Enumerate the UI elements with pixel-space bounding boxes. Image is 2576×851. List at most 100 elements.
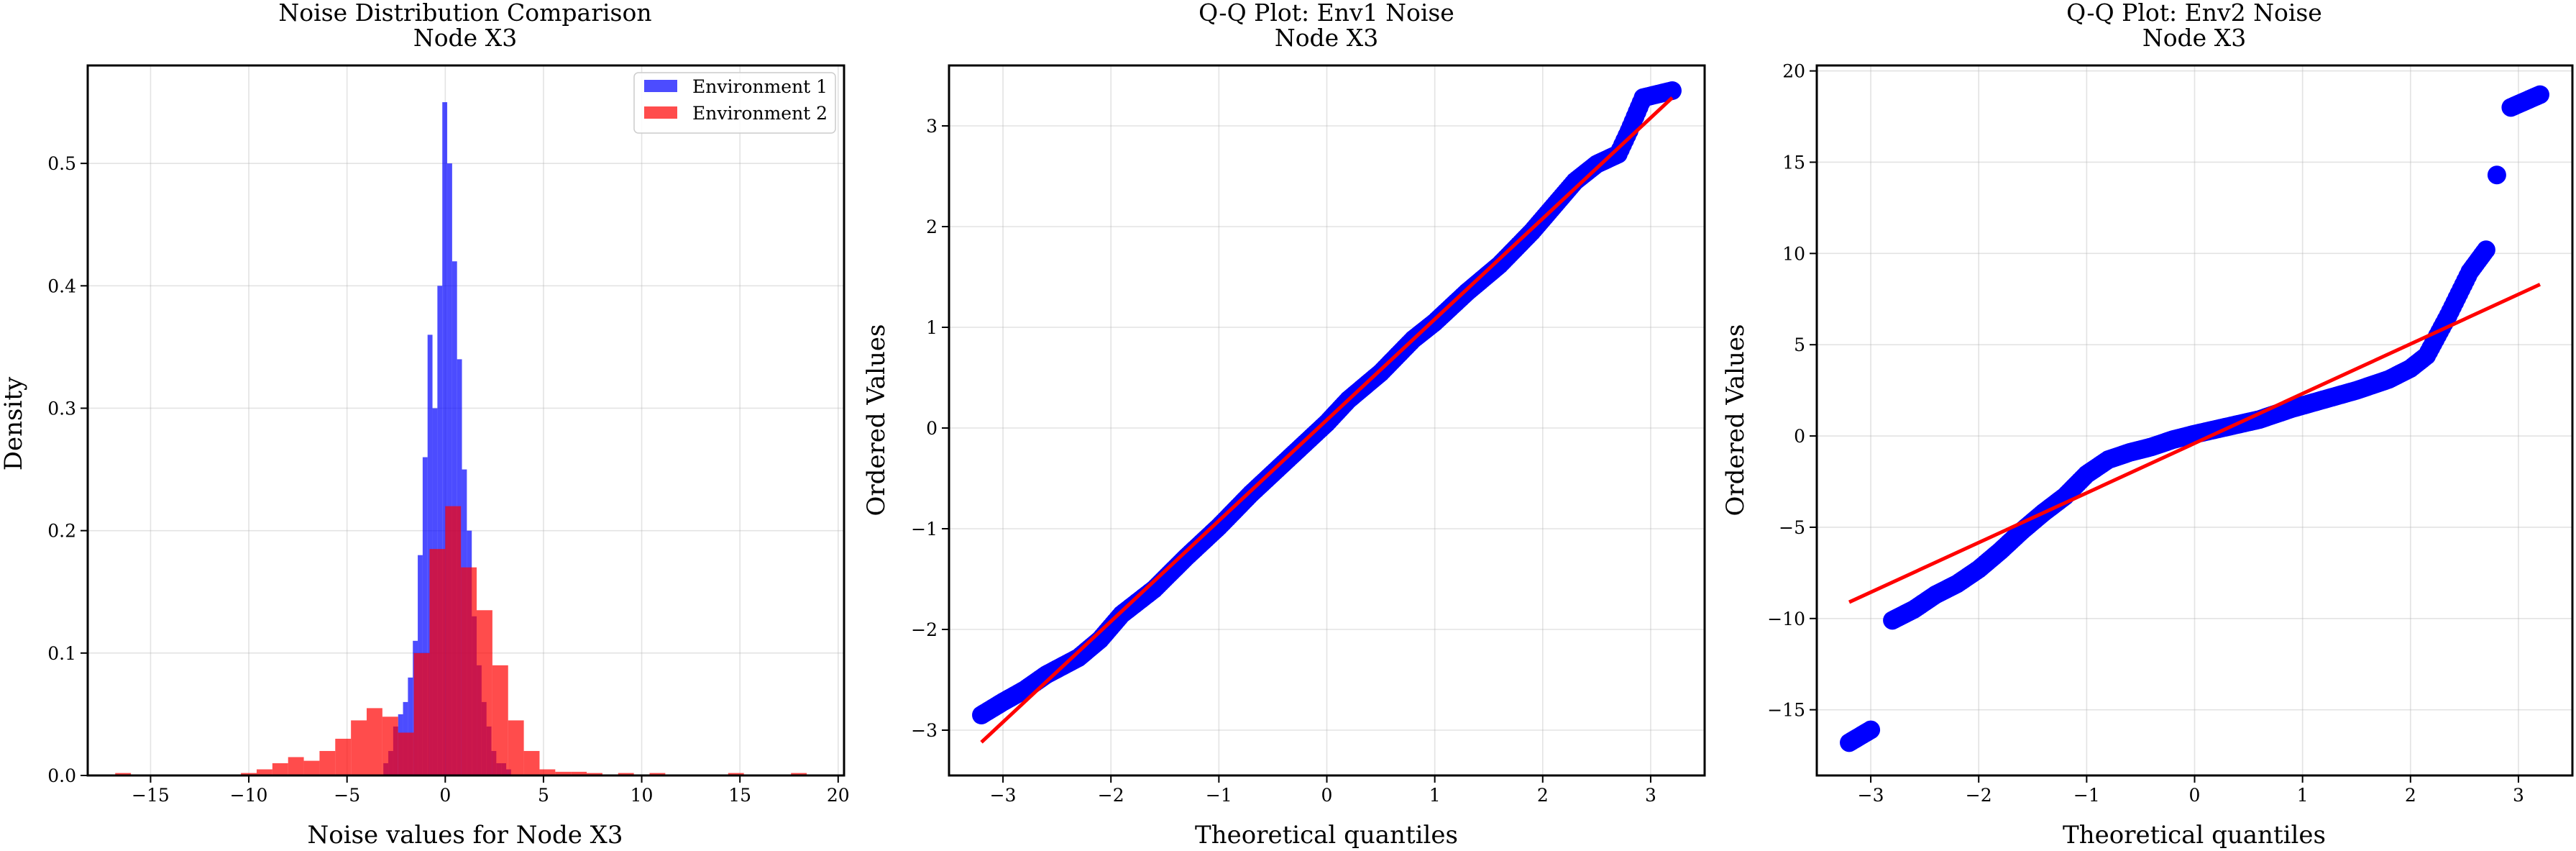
y-tick-label: 0.1	[47, 643, 76, 664]
series-environment-2	[115, 506, 807, 775]
x-tick-label: 5	[538, 785, 549, 806]
histogram-bar	[539, 769, 556, 775]
chart-subtitle: Node X3	[413, 24, 517, 52]
histogram-bar	[319, 750, 336, 775]
x-tick-label: −1	[1206, 785, 1232, 806]
y-tick-label: 3	[926, 116, 938, 137]
y-tick-label: 20	[1782, 61, 1805, 82]
x-tick-label: 0	[2189, 785, 2201, 806]
x-tick-label: 1	[1429, 785, 1441, 806]
y-tick-label: 2	[926, 217, 938, 237]
y-axis-label: Density	[0, 376, 28, 470]
histogram-bar	[442, 102, 448, 775]
x-tick-label: −15	[132, 785, 170, 806]
y-tick-label: 0.4	[47, 276, 76, 296]
x-tick-label: 2	[2405, 785, 2416, 806]
histogram-bar	[461, 567, 477, 775]
y-tick-label: −5	[1779, 517, 1805, 538]
x-tick-label: −3	[1858, 785, 1884, 806]
y-tick-label: 10	[1782, 243, 1805, 264]
histogram-bar	[437, 286, 443, 776]
legend-swatch-environment-1	[644, 80, 677, 92]
qq-points	[1840, 85, 2549, 752]
x-tick-label: −10	[230, 785, 268, 806]
chart-subtitle: Node X3	[2142, 24, 2246, 52]
histogram-bar	[115, 773, 132, 775]
y-tick-label: −15	[1767, 700, 1805, 721]
x-tick-label: 3	[1645, 785, 1656, 806]
histogram-bar	[335, 738, 352, 775]
x-tick-label: −1	[2073, 785, 2100, 806]
x-tick-label: 2	[1537, 785, 1549, 806]
histogram-bar	[508, 720, 524, 775]
x-tick-label: 1	[2297, 785, 2309, 806]
y-tick-label: 0.5	[47, 153, 76, 174]
histogram-bar	[367, 708, 382, 775]
histogram-bar	[492, 665, 508, 775]
histogram-bar	[256, 769, 272, 775]
legend-label-environment-1: Environment 1	[692, 76, 828, 97]
y-tick-label: 0.0	[47, 765, 76, 786]
plot-area: −3 −2 −1 0 1 2 3 −3 −2 −1 0 1 2 3	[911, 64, 1706, 806]
x-tick-label: 15	[728, 785, 751, 806]
plot-area: −15 −10 −5 0 5 10 15 20 0.0 0.1 0.2 0.3 0.4 0.5	[47, 64, 850, 806]
histogram-bar	[477, 610, 492, 775]
histogram-bar	[791, 773, 807, 775]
y-tick-label: 0	[1794, 426, 1805, 447]
histogram-bar	[351, 720, 367, 775]
histogram-bar	[398, 732, 414, 775]
y-tick-label: 15	[1782, 152, 1805, 173]
qq-point	[2476, 240, 2495, 260]
y-tick-label: 0.2	[47, 521, 76, 542]
chart-title: Q-Q Plot: Env2 Noise	[2066, 0, 2322, 27]
y-axis-label: Ordered Values	[1721, 324, 1750, 516]
histogram-bar	[429, 549, 446, 775]
histogram-bar	[303, 760, 320, 775]
histogram-bar	[288, 757, 304, 775]
chart-subtitle: Node X3	[1275, 24, 1378, 52]
y-axis-label: Ordered Values	[862, 324, 891, 516]
histogram-bar	[571, 771, 587, 775]
y-tick-label: 5	[1794, 335, 1805, 355]
histogram-bar	[422, 457, 428, 775]
histogram-bar	[728, 773, 744, 775]
x-axis-label: Theoretical quantiles	[2063, 821, 2326, 850]
qq-point	[2530, 85, 2549, 104]
x-tick-label: 3	[2513, 785, 2524, 806]
legend-label-environment-2: Environment 2	[692, 103, 828, 124]
fit-line	[980, 96, 1674, 744]
histogram-bar	[587, 773, 602, 775]
x-tick-label: −2	[1098, 785, 1124, 806]
histogram-bar	[447, 163, 452, 775]
fit-line	[1848, 283, 2541, 604]
x-axis-label: Noise values for Node X3	[308, 821, 623, 850]
y-tick-label: −1	[911, 519, 938, 540]
histogram-bar	[445, 506, 462, 775]
panel-qq-env1: −3 −2 −1 0 1 2 3 −3 −2 −1 0 1 2 3 Q-Q Plot: Env1 Nois…	[862, 0, 1706, 850]
panel-noise-distribution: −15 −10 −5 0 5 10 15 20 0.0 0.1 0.2 0.3 0.4 0.5 Noise…	[0, 0, 850, 850]
chart-title: Q-Q Plot: Env1 Noise	[1198, 0, 1454, 27]
qq-point	[1662, 81, 1682, 100]
y-tick-label: 0.3	[47, 398, 76, 419]
qq-point	[2487, 165, 2506, 185]
histogram-bar	[272, 763, 288, 775]
histogram-bar	[649, 773, 666, 775]
histogram-bar	[382, 716, 398, 775]
qq-point	[1861, 720, 1881, 739]
x-tick-label: 10	[631, 785, 654, 806]
histogram-bar	[555, 771, 572, 775]
y-tick-label: −10	[1767, 609, 1805, 629]
x-tick-label: 20	[827, 785, 850, 806]
legend-box	[633, 72, 836, 134]
x-tick-label: −3	[990, 785, 1017, 806]
x-tick-label: 0	[1321, 785, 1333, 806]
x-axis-label: Theoretical quantiles	[1195, 821, 1458, 850]
histogram-bar	[408, 677, 413, 775]
y-tick-label: 1	[926, 317, 938, 338]
y-tick-label: −3	[911, 720, 938, 741]
axes-frame	[86, 64, 845, 777]
legend-swatch-environment-2	[644, 106, 677, 119]
